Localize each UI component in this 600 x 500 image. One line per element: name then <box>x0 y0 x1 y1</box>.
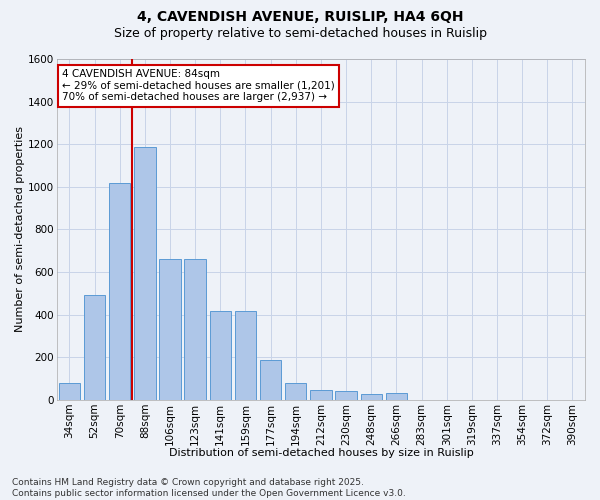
X-axis label: Distribution of semi-detached houses by size in Ruislip: Distribution of semi-detached houses by … <box>169 448 473 458</box>
Bar <box>335 392 357 400</box>
Bar <box>134 148 155 400</box>
Bar <box>84 296 105 400</box>
Bar <box>310 390 332 400</box>
Text: 4, CAVENDISH AVENUE, RUISLIP, HA4 6QH: 4, CAVENDISH AVENUE, RUISLIP, HA4 6QH <box>137 10 463 24</box>
Bar <box>160 259 181 400</box>
Bar <box>235 312 256 400</box>
Text: Contains HM Land Registry data © Crown copyright and database right 2025.
Contai: Contains HM Land Registry data © Crown c… <box>12 478 406 498</box>
Bar <box>209 312 231 400</box>
Bar <box>285 383 307 400</box>
Text: Size of property relative to semi-detached houses in Ruislip: Size of property relative to semi-detach… <box>113 28 487 40</box>
Bar <box>361 394 382 400</box>
Bar <box>109 182 130 400</box>
Bar <box>184 259 206 400</box>
Text: 4 CAVENDISH AVENUE: 84sqm
← 29% of semi-detached houses are smaller (1,201)
70% : 4 CAVENDISH AVENUE: 84sqm ← 29% of semi-… <box>62 69 335 102</box>
Bar <box>260 360 281 400</box>
Bar <box>386 394 407 400</box>
Bar <box>59 383 80 400</box>
Y-axis label: Number of semi-detached properties: Number of semi-detached properties <box>15 126 25 332</box>
